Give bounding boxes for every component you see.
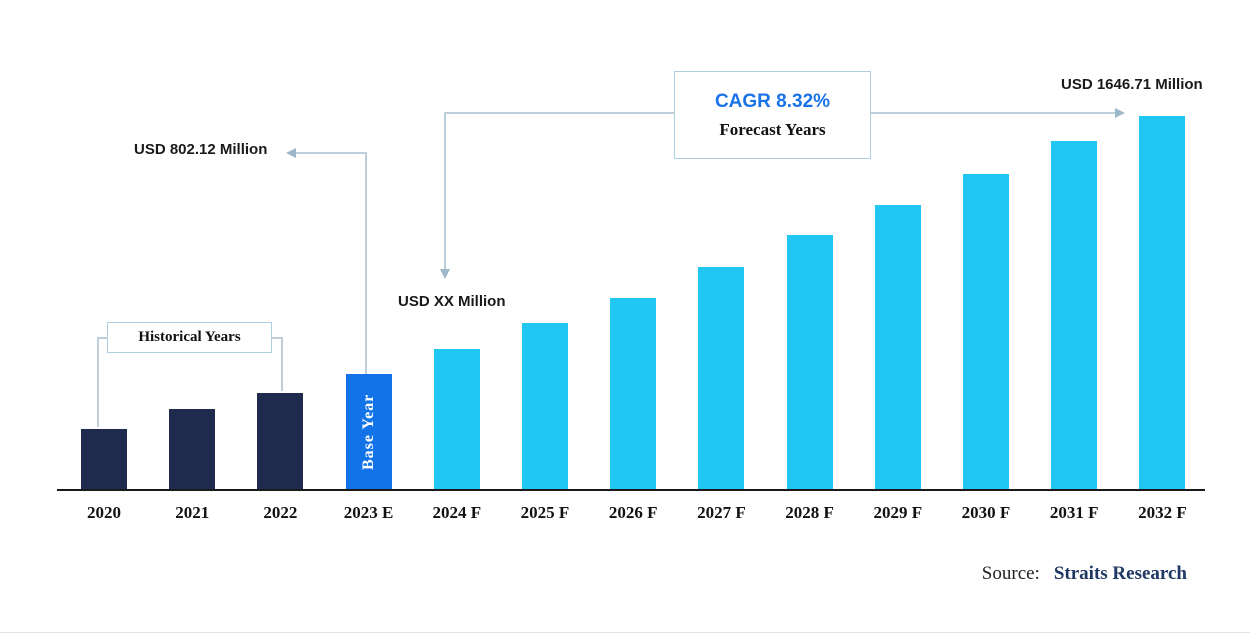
x-axis-label-2030-f: 2030 F (961, 503, 1011, 522)
bar-2030-f (963, 174, 1009, 490)
cagr-value-label: CAGR 8.32% (714, 90, 831, 112)
x-axis-label-2022: 2022 (263, 503, 298, 522)
right-arrowhead-icon (1115, 108, 1125, 118)
base-year-inner-label: Base Year (359, 393, 377, 471)
x-axis-label-2024-f: 2024 F (432, 503, 482, 522)
value-2023-connector-vertical-line (365, 152, 367, 374)
bar-2027-f (698, 267, 745, 490)
x-axis-label-2029-f: 2029 F (873, 503, 923, 522)
historical-bracket-right-horizontal-line (271, 337, 283, 339)
x-axis-label-2021: 2021 (175, 503, 210, 522)
source-line: Source: Straits Research (982, 563, 1187, 585)
bar-2029-f (874, 205, 921, 490)
value-label-2032: USD 1646.71 Million (1061, 76, 1203, 93)
historical-bracket-right-vertical-line (281, 337, 283, 391)
bar-2028-f (786, 235, 833, 490)
x-axis-line (57, 489, 1205, 491)
bar-2032-f (1139, 116, 1186, 490)
value-label-2024: USD XX Million (398, 293, 506, 310)
x-axis-label-2032-f: 2032 F (1138, 503, 1187, 522)
bar-2025-f (522, 323, 568, 490)
bar-2021 (169, 409, 216, 490)
x-axis-label-2031-f: 2031 F (1049, 503, 1099, 522)
x-axis-label-2028-f: 2028 F (785, 503, 834, 522)
bar-2023-e: Base Year (345, 374, 392, 490)
cagr-right-connector-horizontal-line (871, 112, 1116, 114)
historical-bracket-left-horizontal-line (97, 337, 108, 339)
forecast-years-label: Forecast Years (719, 119, 826, 139)
left-arrowhead-icon (286, 148, 296, 158)
value-2023-connector-horizontal-line (295, 152, 366, 154)
x-axis-label-2023-e: 2023 E (343, 503, 394, 522)
source-brand: Straits Research (1053, 563, 1187, 584)
bar-2026-f (610, 298, 657, 490)
cagr-left-connector-vertical-line (444, 112, 446, 269)
bar-2020 (81, 429, 127, 490)
bar-2031-f (1051, 141, 1098, 490)
x-axis-label-2027-f: 2027 F (697, 503, 746, 522)
historical-years-label: Historical Years (138, 329, 241, 345)
bar-2024-f (433, 349, 480, 490)
x-axis-label-2026-f: 2026 F (608, 503, 658, 522)
down-arrowhead-icon (440, 269, 450, 279)
historical-years-box: Historical Years (107, 322, 272, 353)
source-prefix: Source: (981, 563, 1040, 584)
cagr-left-connector-horizontal-line (445, 112, 674, 114)
bar-2022 (257, 393, 304, 490)
x-axis-label-2025-f: 2025 F (520, 503, 570, 522)
value-label-2023: USD 802.12 Million (134, 141, 268, 158)
cagr-box: CAGR 8.32% Forecast Years (674, 71, 871, 159)
historical-bracket-left-vertical-line (97, 337, 99, 427)
bottom-divider (0, 632, 1250, 633)
x-axis-label-2020: 2020 (87, 503, 121, 522)
